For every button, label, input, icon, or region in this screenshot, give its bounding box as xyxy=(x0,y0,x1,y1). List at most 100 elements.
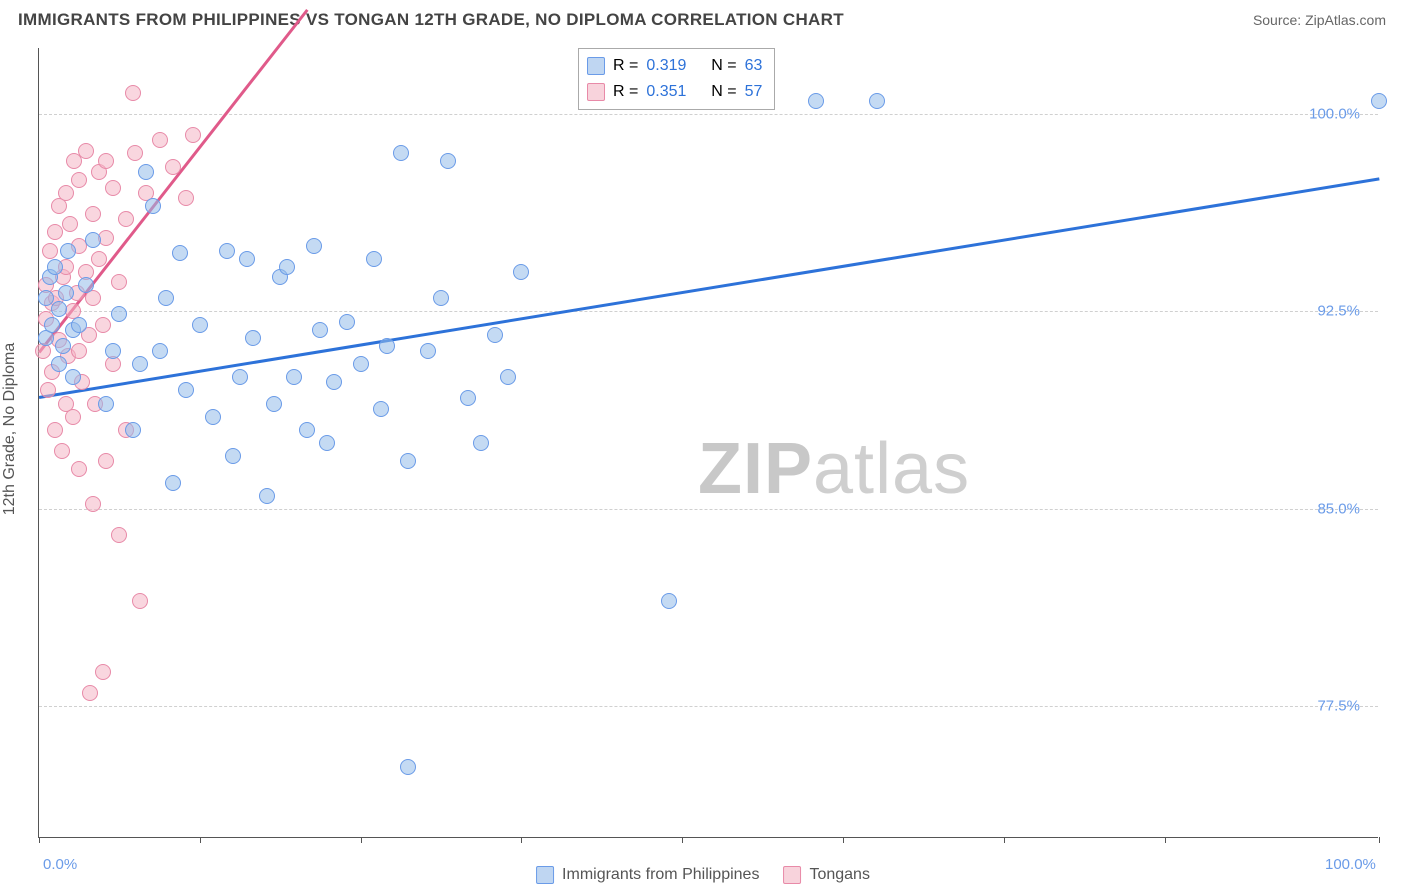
trend-line-blue xyxy=(39,177,1379,398)
x-tick xyxy=(843,837,844,843)
data-point-pink xyxy=(105,180,121,196)
data-point-blue xyxy=(232,369,248,385)
data-point-blue xyxy=(44,317,60,333)
data-point-pink xyxy=(111,527,127,543)
data-point-blue xyxy=(152,343,168,359)
chart-container: 77.5%85.0%92.5%100.0%0.0%100.0% ZIPatlas… xyxy=(38,48,1378,838)
x-tick xyxy=(1165,837,1166,843)
y-axis-label: 12th Grade, No Diploma xyxy=(1,343,19,516)
data-point-blue xyxy=(132,356,148,372)
data-point-blue xyxy=(125,422,141,438)
data-point-pink xyxy=(85,206,101,222)
legend-row-pink: R = 0.351 N = 57 xyxy=(587,79,762,105)
data-point-blue xyxy=(286,369,302,385)
data-point-pink xyxy=(82,685,98,701)
data-point-pink xyxy=(118,211,134,227)
data-point-blue xyxy=(192,317,208,333)
y-tick-label: 100.0% xyxy=(1309,105,1360,122)
data-point-blue xyxy=(172,245,188,261)
x-tick xyxy=(682,837,683,843)
data-point-blue xyxy=(245,330,261,346)
data-point-blue xyxy=(339,314,355,330)
data-point-blue xyxy=(420,343,436,359)
series-legend: Immigrants from Philippines Tongans xyxy=(536,866,870,884)
data-point-blue xyxy=(353,356,369,372)
data-point-pink xyxy=(78,143,94,159)
data-point-pink xyxy=(95,317,111,333)
data-point-pink xyxy=(71,172,87,188)
data-point-pink xyxy=(185,127,201,143)
chart-header: IMMIGRANTS FROM PHILIPPINES VS TONGAN 12… xyxy=(0,0,1406,38)
data-point-blue xyxy=(58,285,74,301)
gridline xyxy=(39,311,1378,312)
data-point-blue xyxy=(145,198,161,214)
chart-title: IMMIGRANTS FROM PHILIPPINES VS TONGAN 12… xyxy=(18,10,844,30)
data-point-blue xyxy=(55,338,71,354)
data-point-blue xyxy=(373,401,389,417)
data-point-blue xyxy=(440,153,456,169)
data-point-blue xyxy=(393,145,409,161)
y-tick-label: 85.0% xyxy=(1317,500,1360,517)
y-tick-label: 77.5% xyxy=(1317,698,1360,715)
x-tick-label: 100.0% xyxy=(1325,856,1376,873)
data-point-pink xyxy=(65,409,81,425)
data-point-blue xyxy=(205,409,221,425)
legend-item-philippines: Immigrants from Philippines xyxy=(536,866,759,884)
data-point-blue xyxy=(111,306,127,322)
data-point-blue xyxy=(808,93,824,109)
correlation-legend: R = 0.319 N = 63 R = 0.351 N = 57 xyxy=(578,48,775,110)
data-point-pink xyxy=(71,461,87,477)
data-point-pink xyxy=(71,343,87,359)
data-point-blue xyxy=(299,422,315,438)
data-point-blue xyxy=(47,259,63,275)
data-point-blue xyxy=(178,382,194,398)
data-point-pink xyxy=(165,159,181,175)
x-tick xyxy=(1004,837,1005,843)
data-point-blue xyxy=(487,327,503,343)
swatch-blue-icon xyxy=(587,57,605,75)
data-point-blue xyxy=(460,390,476,406)
data-point-blue xyxy=(400,759,416,775)
x-tick xyxy=(200,837,201,843)
gridline xyxy=(39,509,1378,510)
data-point-blue xyxy=(306,238,322,254)
data-point-pink xyxy=(152,132,168,148)
x-tick-label: 0.0% xyxy=(43,856,77,873)
data-point-blue xyxy=(65,369,81,385)
data-point-pink xyxy=(85,496,101,512)
data-point-pink xyxy=(58,185,74,201)
data-point-blue xyxy=(266,396,282,412)
gridline xyxy=(39,706,1378,707)
data-point-blue xyxy=(105,343,121,359)
chart-source: Source: ZipAtlas.com xyxy=(1253,12,1386,28)
plot-area: 77.5%85.0%92.5%100.0%0.0%100.0% xyxy=(38,48,1378,838)
data-point-pink xyxy=(40,382,56,398)
y-tick-label: 92.5% xyxy=(1317,303,1360,320)
data-point-pink xyxy=(132,593,148,609)
data-point-blue xyxy=(433,290,449,306)
data-point-pink xyxy=(42,243,58,259)
legend-item-tongans: Tongans xyxy=(783,866,870,884)
data-point-blue xyxy=(400,453,416,469)
data-point-blue xyxy=(138,164,154,180)
data-point-blue xyxy=(51,301,67,317)
data-point-blue xyxy=(279,259,295,275)
data-point-blue xyxy=(259,488,275,504)
data-point-pink xyxy=(95,664,111,680)
x-tick xyxy=(1379,837,1380,843)
data-point-blue xyxy=(869,93,885,109)
data-point-pink xyxy=(127,145,143,161)
data-point-pink xyxy=(98,153,114,169)
data-point-pink xyxy=(62,216,78,232)
data-point-blue xyxy=(225,448,241,464)
data-point-blue xyxy=(379,338,395,354)
data-point-pink xyxy=(111,274,127,290)
data-point-pink xyxy=(47,224,63,240)
x-tick xyxy=(361,837,362,843)
data-point-blue xyxy=(60,243,76,259)
data-point-blue xyxy=(98,396,114,412)
data-point-blue xyxy=(513,264,529,280)
data-point-pink xyxy=(91,251,107,267)
data-point-blue xyxy=(71,317,87,333)
data-point-blue xyxy=(326,374,342,390)
